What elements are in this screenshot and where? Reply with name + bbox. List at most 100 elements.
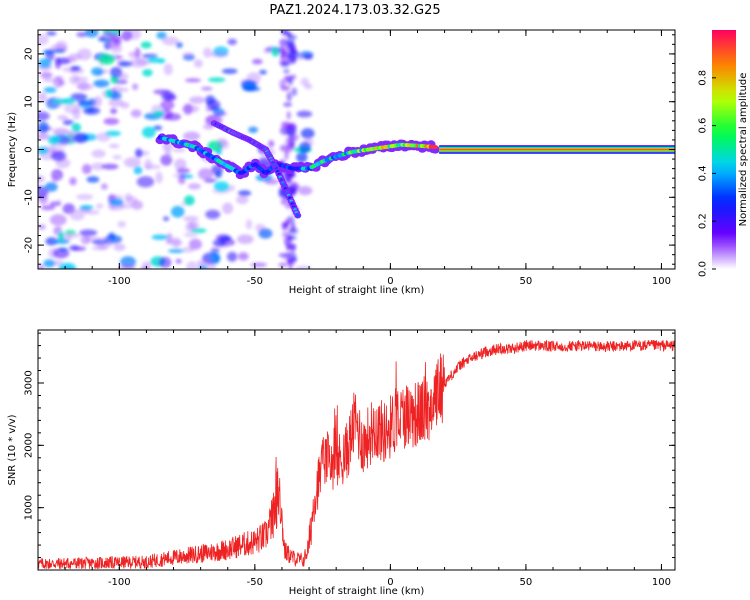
noise-blob [142, 69, 153, 77]
noise-blob [186, 261, 198, 269]
noise-blob [160, 154, 173, 166]
noise-blob [134, 47, 141, 59]
noise-blob [287, 75, 294, 86]
noise-blob [58, 231, 65, 242]
noise-blob [54, 75, 64, 81]
noise-blob [164, 150, 172, 157]
noise-blob [91, 149, 106, 158]
noise-blob [43, 259, 56, 268]
noise-blob [118, 61, 133, 67]
noise-blob [136, 176, 155, 188]
noise-blob [290, 46, 296, 55]
noise-blob [77, 81, 90, 91]
noise-blob [279, 79, 286, 89]
noise-blob [98, 54, 115, 65]
noise-blob [183, 131, 201, 141]
noise-blob [81, 163, 92, 175]
noise-blob [290, 181, 298, 189]
noise-blob [300, 128, 315, 139]
noise-blob [95, 203, 104, 209]
noise-blob [52, 48, 66, 53]
noise-blob [296, 110, 313, 118]
y-tick-label: -20 [24, 237, 35, 253]
noise-blob [294, 265, 312, 269]
noise-blob [40, 189, 50, 196]
noise-blob [38, 34, 49, 46]
noise-blob [91, 245, 108, 251]
noise-blob [133, 166, 143, 175]
noise-blob [93, 79, 110, 88]
colorbar-tick-label: 0.6 [698, 118, 709, 134]
noise-blob [236, 195, 249, 205]
noise-blob [44, 182, 58, 192]
noise-blob [172, 147, 186, 153]
noise-blob [147, 57, 162, 63]
noise-blob [219, 235, 232, 242]
noise-blob [197, 168, 214, 181]
noise-blob [283, 102, 293, 107]
noise-blob [107, 194, 124, 200]
noise-blob [142, 261, 151, 267]
noise-blob [113, 243, 126, 251]
noise-blob [132, 83, 139, 91]
x-tick-label: 50 [520, 577, 533, 588]
noise-blob [73, 132, 89, 143]
noise-blob [168, 248, 185, 254]
noise-blob [57, 115, 69, 121]
noise-blob [69, 177, 77, 186]
noise-blob [184, 78, 202, 83]
noise-blob [227, 38, 237, 46]
noise-blob [101, 31, 114, 42]
noise-blob [144, 158, 153, 170]
noise-blob [51, 173, 59, 183]
noise-blob [111, 33, 122, 45]
noise-blob [151, 234, 169, 240]
noise-blob [291, 87, 297, 96]
noise-blob [100, 183, 108, 190]
noise-blob [153, 110, 164, 117]
noise-blob [38, 224, 46, 230]
noise-blob [131, 200, 144, 210]
y-tick-label: 2000 [24, 433, 35, 458]
noise-blob [279, 126, 289, 135]
noise-blob [286, 91, 292, 102]
noise-blob [296, 151, 308, 163]
noise-blob [101, 163, 119, 170]
noise-blob [163, 216, 170, 221]
noise-blob [282, 252, 292, 260]
noise-blob [182, 52, 195, 58]
noise-blob [117, 72, 129, 80]
noise-blob [175, 258, 182, 264]
noise-blob [152, 125, 163, 131]
noise-blob [280, 198, 287, 205]
noise-blob [176, 167, 190, 174]
noise-blob [201, 86, 213, 91]
noise-blob [290, 243, 296, 252]
noise-blob [237, 190, 252, 197]
snr-xlabel: Height of straight line (km) [289, 586, 425, 597]
noise-blob [47, 135, 60, 145]
noise-blob [288, 130, 294, 136]
noise-blob [205, 209, 221, 220]
noise-blob [80, 234, 91, 245]
x-tick-label: 50 [520, 276, 533, 287]
noise-blob [183, 232, 199, 238]
noise-blob [91, 162, 106, 171]
noise-blob [193, 59, 203, 68]
noise-blob [210, 50, 229, 58]
noise-blob [38, 133, 51, 140]
noise-blob [285, 245, 292, 250]
noise-blob [68, 244, 80, 251]
colorbar-tick-label: 0.8 [698, 70, 709, 86]
y-tick-label: 3000 [24, 370, 35, 395]
colorbar-tick-label: 0.0 [698, 261, 709, 277]
y-tick-label: 1000 [24, 495, 35, 520]
spectrogram-noise-blobs [38, 30, 315, 269]
noise-blob [176, 42, 183, 48]
noise-blob [142, 126, 156, 138]
noise-blob [300, 77, 310, 87]
snr-ticks: -100 -50 0 50 100 1000 2000 3000 [24, 330, 675, 588]
noise-blob [130, 109, 142, 118]
